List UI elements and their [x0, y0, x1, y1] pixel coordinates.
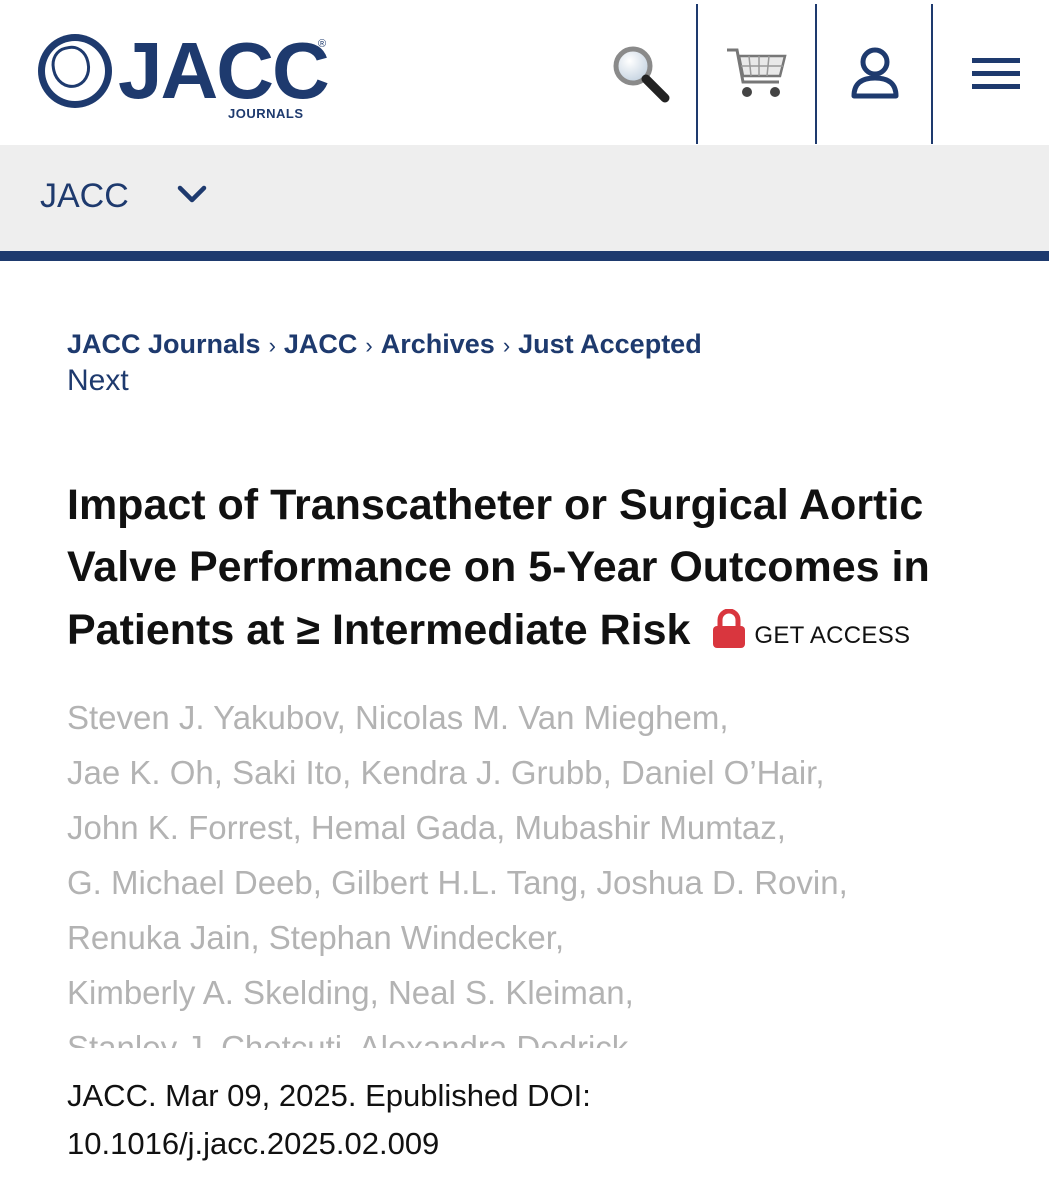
cart-icon [727, 48, 787, 97]
breadcrumb-item-archives[interactable]: Archives [380, 329, 495, 359]
author-line[interactable]: G. Michael Deeb, Gilbert H.L. Tang, Josh… [67, 864, 848, 901]
article-title-block: Impact of Transcatheter or Surgical Aort… [67, 474, 997, 667]
cart-button[interactable] [718, 0, 796, 145]
logo-registered-mark: ® [318, 38, 327, 50]
lock-icon [713, 609, 746, 648]
breadcrumb-item-just-accepted[interactable]: Just Accepted [518, 329, 702, 359]
breadcrumb: JACC Journals › JACC › Archives › Just Accepte… [67, 324, 1007, 366]
author-list: Steven J. Yakubov, Nicolas M. Van Mieghe… [67, 690, 1027, 1048]
author-line[interactable]: John K. Forrest, Hemal Gada, Mubashir Mu… [67, 809, 786, 846]
user-icon [851, 47, 899, 98]
get-access-button[interactable]: GET ACCESS [712, 598, 910, 667]
article-title: Impact of Transcatheter or Surgical Aort… [67, 481, 930, 654]
breadcrumb-item-jacc-journals[interactable]: JACC Journals [67, 329, 261, 359]
header-divider [696, 4, 698, 144]
account-button[interactable] [836, 0, 914, 145]
breadcrumb-item-jacc[interactable]: JACC [283, 329, 358, 359]
author-line[interactable]: Steven J. Yakubov, Nicolas M. Van Mieghe… [67, 699, 729, 736]
get-access-label: GET ACCESS [754, 622, 911, 649]
header-divider [931, 4, 933, 144]
next-article-link[interactable]: Next [67, 364, 129, 397]
header-divider [815, 4, 817, 144]
jacc-seal-icon [38, 34, 112, 108]
search-icon [613, 46, 670, 102]
citation-doi[interactable]: 10.1016/j.jacc.2025.02.009 [67, 1126, 440, 1161]
chevron-down-icon[interactable] [176, 183, 208, 205]
header-underline [0, 251, 1049, 261]
citation-journal-date: JACC. Mar 09, 2025. Epublished DOI: [67, 1078, 591, 1113]
citation: JACC. Mar 09, 2025. Epublished DOI: 10.1… [67, 1072, 997, 1168]
menu-icon [972, 57, 1020, 89]
author-line[interactable]: Renuka Jain, Stephan Windecker, [67, 919, 565, 956]
author-line[interactable]: Stanley J. Chetcuti, Alexandra Dodrick [67, 1029, 629, 1048]
breadcrumb-separator: › [502, 333, 511, 358]
breadcrumb-separator: › [365, 333, 373, 358]
journal-selector-bar: JACC [0, 145, 1049, 251]
journal-selector-label[interactable]: JACC [40, 177, 129, 215]
author-line[interactable]: Jae K. Oh, Saki Ito, Kendra J. Grubb, Da… [67, 754, 825, 791]
search-button[interactable] [600, 0, 680, 145]
author-line[interactable]: Kimberly A. Skelding, Neal S. Kleiman, [67, 974, 634, 1011]
logo-text: JACC [118, 26, 330, 115]
jacc-logo[interactable]: JACC ® JOURNALS [38, 26, 338, 124]
menu-button[interactable] [962, 0, 1030, 145]
logo-subtitle: JOURNALS [228, 106, 304, 121]
breadcrumb-separator: › [268, 333, 276, 358]
site-header: JACC ® JOURNALS [0, 0, 1049, 145]
